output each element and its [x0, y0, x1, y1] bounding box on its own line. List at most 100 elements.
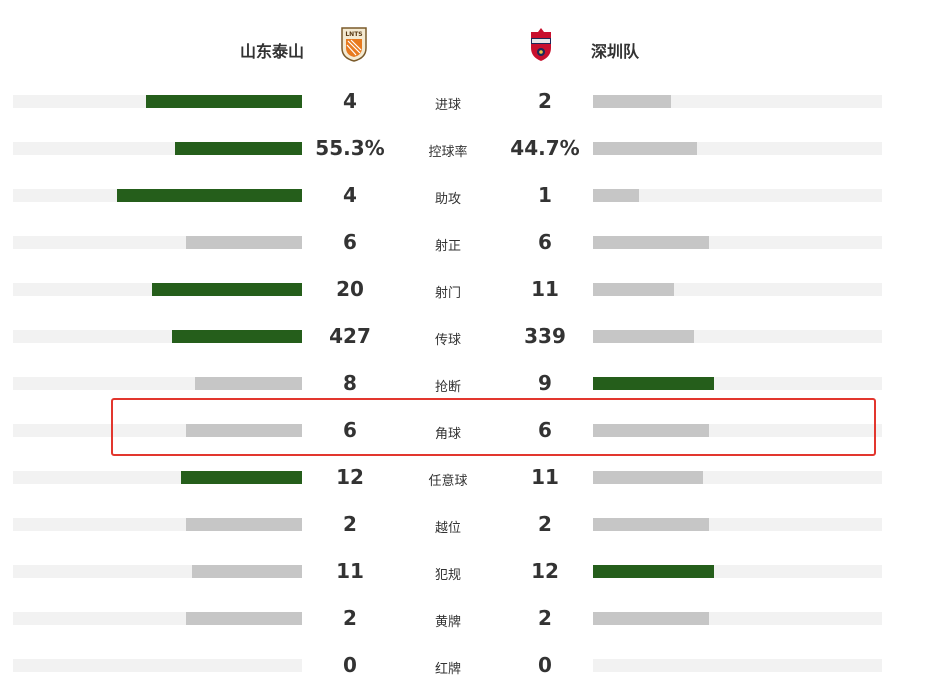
away-stat-value: 11	[531, 465, 559, 489]
away-stat-value: 2	[538, 512, 552, 536]
home-stat-bar-track	[13, 518, 302, 531]
stat-label: 红牌	[434, 662, 461, 677]
home-stat-bar-track	[13, 95, 302, 108]
home-stat-bar	[174, 142, 302, 155]
stat-label: 犯规	[434, 568, 461, 583]
stat-label: 越位	[434, 521, 461, 536]
away-team-name[interactable]: 深圳队	[591, 42, 640, 61]
home-stat-bar	[171, 330, 302, 343]
home-stat-value: 2	[343, 606, 357, 630]
away-stat-value: 44.7%	[510, 136, 580, 160]
home-stat-bar-track	[13, 659, 302, 672]
home-stat-bar-track	[13, 283, 302, 296]
stat-label: 任意球	[428, 474, 468, 489]
away-stat-bar	[593, 95, 672, 108]
away-stat-bar-track	[593, 95, 882, 108]
away-stat-bar-track	[593, 518, 882, 531]
stat-row: 2 越位 2	[0, 501, 942, 548]
home-stat-value: 6	[343, 230, 357, 254]
away-stat-bar	[593, 236, 709, 249]
stat-label: 角球	[434, 427, 461, 442]
home-stat-value: 4	[343, 89, 357, 113]
stat-label: 助攻	[434, 192, 461, 207]
home-stat-bar-track	[13, 377, 302, 390]
stat-label: 传球	[434, 333, 461, 348]
shenzhen-fc-crest-icon[interactable]	[527, 26, 555, 62]
home-stat-value: 11	[336, 559, 364, 583]
away-stat-bar-track	[593, 424, 882, 437]
home-stat-value: 20	[336, 277, 364, 301]
home-stat-bar-track	[13, 189, 302, 202]
away-stat-bar-track	[593, 330, 882, 343]
away-stat-bar	[593, 283, 674, 296]
away-stat-bar-track	[593, 659, 882, 672]
home-stat-bar	[195, 377, 302, 390]
away-stat-bar	[593, 612, 709, 625]
away-stat-bar-track	[593, 565, 882, 578]
stat-row: 11 犯规 12	[0, 548, 942, 595]
home-team-name[interactable]: 山东泰山	[239, 42, 304, 61]
stat-label: 控球率	[428, 145, 468, 160]
home-stat-bar	[180, 471, 302, 484]
home-stat-value: 4	[343, 183, 357, 207]
home-stat-value: 0	[343, 653, 357, 677]
home-stat-value: 2	[343, 512, 357, 536]
away-stat-bar	[593, 189, 640, 202]
away-stat-bar	[593, 471, 703, 484]
stat-row: 2 黄牌 2	[0, 595, 942, 642]
home-stat-bar	[186, 518, 302, 531]
away-stat-value: 339	[524, 324, 566, 348]
match-stats-list: 4 进球 2 55.3% 控球率 44.7% 4 助攻 1 6 射正 6 20 射门 11 427 传球 339 8…	[0, 78, 942, 689]
away-stat-bar	[593, 565, 715, 578]
away-stat-bar	[593, 518, 709, 531]
home-stat-bar	[117, 189, 302, 202]
away-stat-value: 12	[531, 559, 559, 583]
stat-row: 55.3% 控球率 44.7%	[0, 125, 942, 172]
home-stat-bar	[145, 95, 302, 108]
stat-row: 20 射门 11	[0, 266, 942, 313]
stat-row: 427 传球 339	[0, 313, 942, 360]
home-stat-bar	[151, 283, 302, 296]
away-stat-value: 9	[538, 371, 552, 395]
shandong-taishan-crest-icon[interactable]: LNTS	[340, 26, 368, 62]
stat-row: 6 射正 6	[0, 219, 942, 266]
stat-label: 抢断	[434, 380, 461, 395]
away-stat-bar	[593, 377, 715, 390]
away-stat-value: 2	[538, 89, 552, 113]
home-stat-value: 8	[343, 371, 357, 395]
home-stat-bar-track	[13, 330, 302, 343]
away-stat-bar	[593, 424, 709, 437]
away-stat-value: 6	[538, 230, 552, 254]
away-stat-bar	[593, 330, 695, 343]
home-stat-value: 6	[343, 418, 357, 442]
away-stat-value: 1	[538, 183, 552, 207]
away-stat-bar-track	[593, 471, 882, 484]
home-stat-bar	[192, 565, 302, 578]
away-stat-bar-track	[593, 142, 882, 155]
crest-lettering: LNTS	[345, 31, 362, 38]
home-stat-bar-track	[13, 142, 302, 155]
stat-row: 0 红牌 0	[0, 642, 942, 689]
stat-label: 射门	[434, 286, 461, 301]
away-stat-value: 6	[538, 418, 552, 442]
away-stat-bar-track	[593, 377, 882, 390]
away-stat-bar	[593, 142, 698, 155]
away-stat-bar-track	[593, 236, 882, 249]
stat-label: 黄牌	[434, 615, 461, 630]
home-stat-bar-track	[13, 471, 302, 484]
stat-row: 4 助攻 1	[0, 172, 942, 219]
match-header: 山东泰山 LNTS 深圳队	[0, 26, 942, 70]
stat-row: 12 任意球 11	[0, 454, 942, 501]
away-stat-bar-track	[593, 283, 882, 296]
stat-row: 8 抢断 9	[0, 360, 942, 407]
home-stat-value: 12	[336, 465, 364, 489]
away-stat-value: 2	[538, 606, 552, 630]
home-stat-bar	[186, 424, 302, 437]
stat-label: 射正	[434, 239, 461, 254]
home-stat-bar-track	[13, 612, 302, 625]
away-stat-bar-track	[593, 612, 882, 625]
home-stat-bar-track	[13, 424, 302, 437]
stat-row: 4 进球 2	[0, 78, 942, 125]
home-stat-bar	[186, 236, 302, 249]
home-stat-value: 427	[329, 324, 371, 348]
